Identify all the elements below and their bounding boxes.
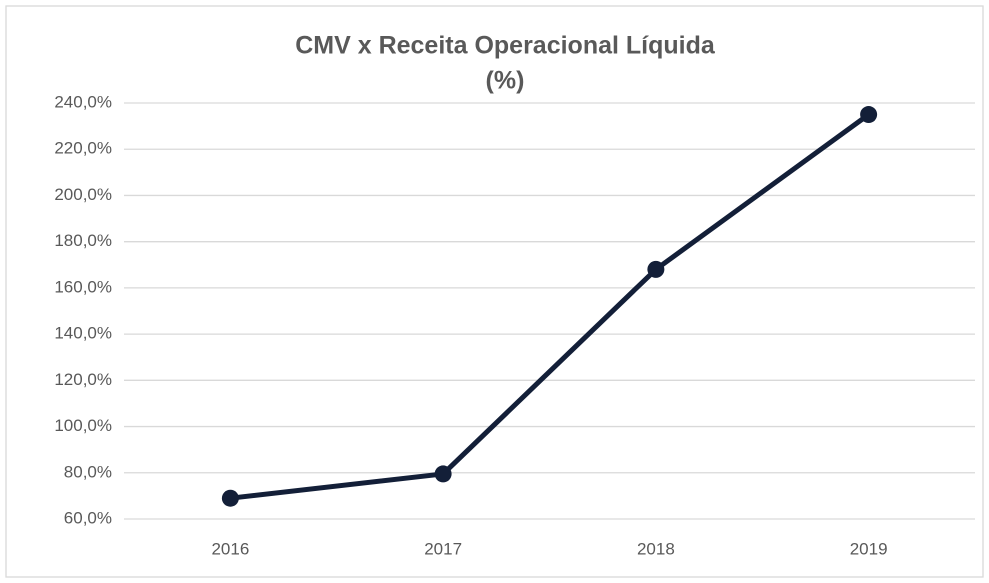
data-point: [434, 465, 452, 483]
x-tick-label: 2016: [211, 539, 249, 558]
y-tick-label: 120,0%: [54, 370, 112, 389]
data-point: [860, 106, 878, 124]
x-tick-label: 2018: [637, 539, 675, 558]
y-tick-label: 60,0%: [64, 508, 112, 527]
y-tick-label: 100,0%: [54, 416, 112, 435]
y-tick-label: 160,0%: [54, 277, 112, 296]
x-tick-label: 2017: [424, 539, 462, 558]
x-tick-label: 2019: [850, 539, 888, 558]
chart-frame: [5, 5, 984, 578]
line: [230, 112, 871, 501]
y-tick-label: 240,0%: [54, 92, 112, 111]
data-point: [647, 260, 665, 278]
y-tick-label: 200,0%: [54, 185, 112, 204]
data-point: [221, 489, 239, 507]
y-tick-label: 140,0%: [54, 324, 112, 343]
y-tick-label: 80,0%: [64, 462, 112, 481]
chart-title: CMV x Receita Operacional Líquida: [295, 32, 716, 60]
y-tick-label: 220,0%: [54, 139, 112, 158]
chart-subtitle: (%): [486, 67, 525, 95]
y-tick-label: 180,0%: [54, 231, 112, 250]
